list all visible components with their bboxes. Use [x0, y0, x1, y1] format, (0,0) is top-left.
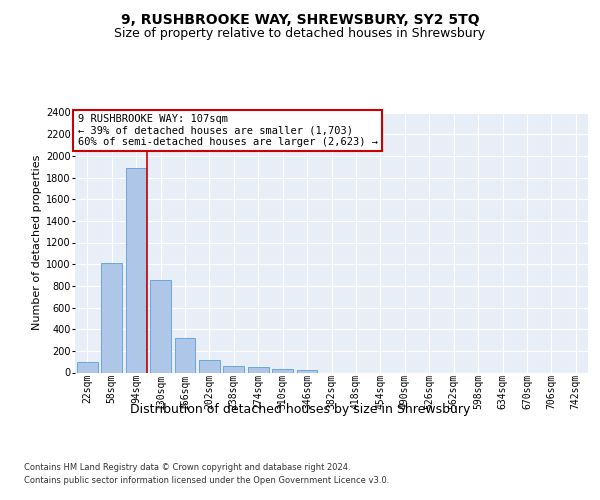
Bar — [272, 369, 293, 372]
Bar — [101, 263, 122, 372]
Y-axis label: Number of detached properties: Number of detached properties — [32, 155, 42, 330]
Bar — [175, 338, 196, 372]
Text: Contains public sector information licensed under the Open Government Licence v3: Contains public sector information licen… — [24, 476, 389, 485]
Bar — [77, 362, 98, 372]
Bar — [199, 360, 220, 372]
Text: 9 RUSHBROOKE WAY: 107sqm
← 39% of detached houses are smaller (1,703)
60% of sem: 9 RUSHBROOKE WAY: 107sqm ← 39% of detach… — [77, 114, 377, 147]
Bar — [248, 367, 269, 372]
Bar — [125, 168, 146, 372]
Text: Size of property relative to detached houses in Shrewsbury: Size of property relative to detached ho… — [115, 28, 485, 40]
Text: 9, RUSHBROOKE WAY, SHREWSBURY, SY2 5TQ: 9, RUSHBROOKE WAY, SHREWSBURY, SY2 5TQ — [121, 12, 479, 26]
Text: Contains HM Land Registry data © Crown copyright and database right 2024.: Contains HM Land Registry data © Crown c… — [24, 462, 350, 471]
Bar — [223, 366, 244, 372]
Bar — [296, 370, 317, 372]
Bar — [150, 280, 171, 372]
Text: Distribution of detached houses by size in Shrewsbury: Distribution of detached houses by size … — [130, 402, 470, 415]
